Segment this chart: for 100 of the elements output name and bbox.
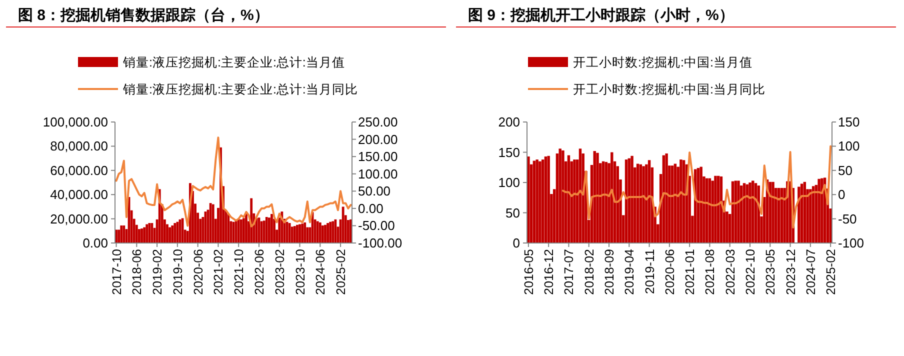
- bar: [237, 218, 240, 243]
- bar: [536, 160, 538, 243]
- bar: [547, 156, 550, 243]
- bar: [298, 224, 301, 243]
- bar: [174, 223, 176, 243]
- x-tick-label: 2021-01: [683, 248, 698, 295]
- bar: [532, 160, 536, 243]
- bar: [527, 156, 530, 243]
- y2-tick-label: 100.00: [358, 166, 398, 182]
- chart-title: 图 8：挖掘机销售数据跟踪（台，%）: [18, 7, 269, 24]
- x-tick-label: 2023-05: [764, 248, 778, 295]
- bar: [326, 223, 329, 243]
- y2-tick-label: 0.00: [358, 200, 384, 216]
- y-tick-label: 200: [498, 114, 520, 130]
- y-tick-label: 100,000.00: [42, 114, 108, 130]
- bar: [538, 161, 542, 243]
- line-series: [562, 145, 832, 229]
- x-tick-label: 2022-06: [252, 248, 266, 295]
- bar: [332, 221, 334, 243]
- bar: [737, 180, 740, 243]
- x-tick-label: 2019-11: [642, 248, 657, 294]
- bar: [143, 227, 146, 243]
- y2-tick-label: 50.00: [358, 184, 391, 199]
- y-tick-label: 80,000.00: [50, 138, 108, 154]
- x-tick-label: 2024-06: [314, 248, 328, 295]
- y-tick-label: 150: [498, 144, 520, 160]
- bar: [558, 148, 562, 243]
- bar: [748, 182, 752, 243]
- y-tick-label: 0: [512, 236, 520, 250]
- x-tick-label: 2019-10: [170, 248, 185, 295]
- bar: [262, 220, 266, 243]
- x-tick-label: 2018-02: [582, 248, 596, 295]
- bar: [245, 214, 248, 243]
- bar: [324, 224, 326, 243]
- bar: [171, 225, 174, 243]
- bar: [798, 186, 800, 243]
- bar: [665, 153, 668, 243]
- y-tick-label: 0.00: [82, 236, 108, 250]
- bar: [342, 206, 344, 243]
- x-tick-label: 2022-10: [743, 248, 758, 295]
- y-tick-label: 20,000.00: [50, 211, 108, 226]
- y2-tick-label: 200.00: [358, 132, 398, 147]
- bar: [544, 156, 548, 243]
- bar: [772, 182, 774, 243]
- x-tick-label: 2023-12: [784, 248, 798, 295]
- bar: [321, 225, 324, 243]
- bar: [573, 160, 576, 243]
- bar: [700, 166, 702, 243]
- x-tick-label: 2023-10: [293, 248, 308, 295]
- bar: [818, 178, 820, 243]
- y-tick-label: 60,000.00: [50, 162, 108, 178]
- y2-tick-label: -50.00: [358, 218, 395, 234]
- y2-tick-label: 0: [838, 187, 846, 202]
- bar: [593, 151, 596, 243]
- bar: [148, 223, 151, 243]
- bar: [296, 224, 298, 243]
- legend-label: 开工小时数:挖掘机:中国:当月值: [573, 56, 752, 70]
- bar: [140, 228, 143, 243]
- bar: [630, 156, 634, 243]
- bar: [318, 222, 322, 243]
- bar: [122, 225, 126, 243]
- bar: [293, 226, 296, 243]
- bar: [212, 204, 214, 243]
- bar: [270, 214, 273, 243]
- bar: [209, 203, 212, 243]
- bar: [316, 221, 319, 243]
- x-tick-label: 2021-02: [212, 248, 226, 295]
- x-tick-label: 2025-02: [334, 248, 348, 295]
- x-tick-label: 2021-08: [703, 248, 718, 295]
- bar: [290, 226, 294, 243]
- bar: [645, 164, 648, 243]
- x-tick-label: 2021-10: [232, 248, 246, 295]
- y2-tick-label: 250.00: [358, 114, 398, 130]
- bar: [288, 223, 291, 243]
- y2-tick-label: 150.00: [358, 149, 398, 164]
- x-tick-label: 2016-12: [542, 248, 556, 295]
- legend-label: 销量:液压挖掘机:主要企业:总计:当月同比: [122, 82, 358, 96]
- bar: [138, 229, 140, 243]
- bar: [176, 222, 179, 243]
- x-tick-label: 2017-07: [562, 248, 576, 295]
- x-tick-label: 2023-02: [272, 248, 287, 295]
- y2-tick-label: -100: [838, 236, 864, 250]
- bar: [562, 150, 564, 243]
- bar: [334, 219, 337, 243]
- y2-tick-label: -50: [838, 211, 857, 226]
- x-tick-label: 2018-06: [130, 248, 144, 295]
- chart-title: 图 9：挖掘机开工小时跟踪（小时，%）: [468, 7, 734, 24]
- bar: [642, 166, 645, 243]
- x-tick-label: 2020-06: [191, 248, 206, 295]
- x-tick-label: 2018-09: [602, 248, 617, 295]
- bar: [301, 224, 304, 243]
- x-tick-label: 2017-10: [110, 248, 124, 295]
- bar: [242, 218, 245, 243]
- y-tick-label: 50: [506, 205, 520, 220]
- bar: [268, 218, 270, 243]
- bar: [227, 214, 230, 243]
- bar: [118, 230, 120, 243]
- bar: [265, 216, 268, 243]
- x-tick-label: 2024-07: [804, 248, 818, 295]
- x-tick-label: 2020-06: [662, 248, 677, 295]
